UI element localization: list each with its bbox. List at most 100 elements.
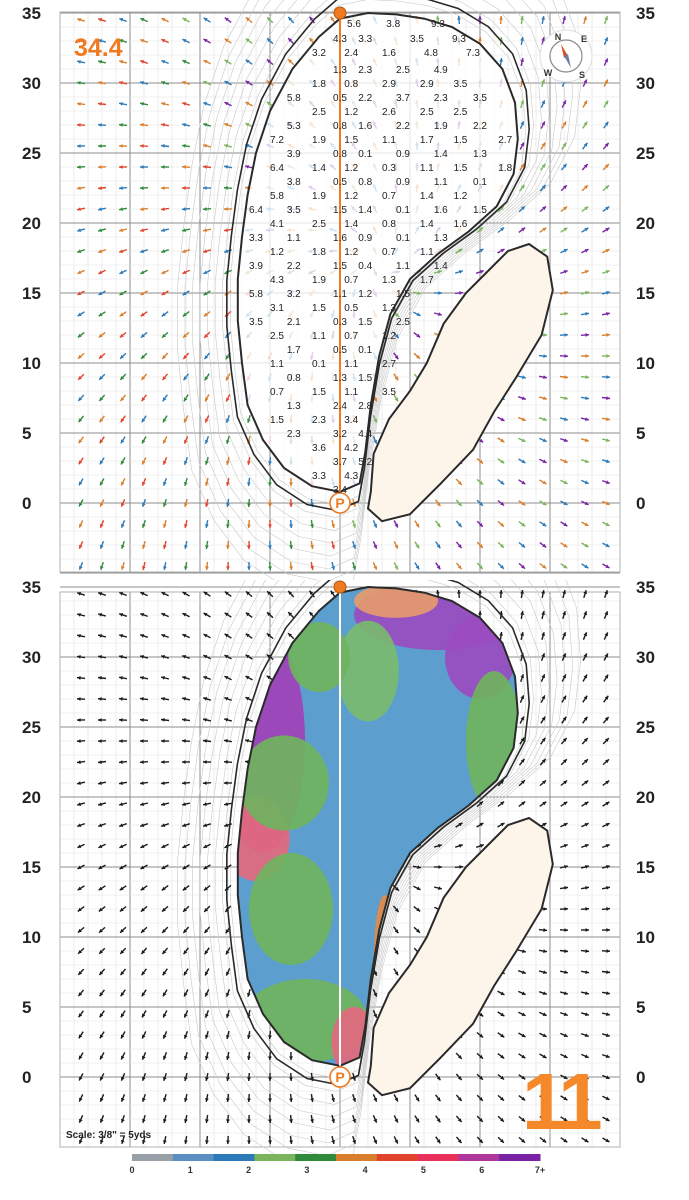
slope-arrowhead (77, 102, 81, 106)
slope-value-label: 2.5 (312, 219, 326, 230)
slope-arrowhead (542, 801, 547, 806)
slope-arrowhead (331, 1119, 335, 1123)
slope-arrowhead (605, 227, 610, 232)
slope-arrowhead (563, 1117, 568, 1122)
slope-arrowhead (606, 1012, 610, 1016)
slope-arrowhead (224, 718, 229, 722)
slope-arrowhead (521, 991, 526, 995)
slope-arrowhead (606, 949, 610, 953)
slope-arrowhead (119, 165, 123, 169)
slope-arrowhead (121, 460, 125, 465)
slope-arrowhead (182, 592, 187, 596)
slope-value-label: 7.2 (270, 135, 284, 146)
slope-arrowhead (457, 1097, 462, 1101)
slope-arrowhead (245, 697, 250, 701)
slope-arrowhead (521, 1138, 525, 1143)
slope-arrowhead (584, 1012, 589, 1016)
slope-legend-svg: 0 1 2 3 4 5 6 7+ (129, 1154, 545, 1175)
slope-arrowhead (394, 1097, 398, 1102)
slope-arrowhead (521, 1096, 526, 1101)
slope-arrowhead (161, 60, 166, 64)
compass-letter: N (555, 32, 562, 42)
slope-arrowhead (203, 844, 208, 848)
slope-arrowhead (77, 823, 82, 827)
slope-arrowhead (605, 459, 610, 463)
slope-arrowhead (98, 228, 102, 232)
slope-arrowhead (140, 739, 144, 743)
slope-arrowhead (98, 291, 103, 295)
slope-arrowhead (203, 886, 208, 891)
slope-value-label: 1.1 (344, 387, 358, 398)
slope-arrowhead (226, 418, 230, 423)
slope-arrowhead (140, 333, 145, 338)
slope-arrowhead (352, 1097, 356, 1102)
slope-arrowhead (499, 58, 503, 62)
slope-arrowhead (182, 228, 186, 232)
slope-value-label: 1.9 (312, 135, 326, 146)
slope-arrowhead (98, 718, 102, 722)
slope-arrowhead (205, 1119, 209, 1123)
slope-arrowhead (394, 565, 398, 570)
slope-arrowhead (500, 1012, 505, 1017)
slope-arrowhead (120, 1013, 125, 1018)
slope-arrowhead (563, 1138, 568, 1143)
slope-heatmap-svg: P 35 35 30 30 25 25 20 20 15 15 10 10 5 5 0 0 (0, 580, 689, 1155)
slope-value-label: 1.5 (312, 387, 326, 398)
slope-arrowhead (161, 886, 166, 891)
slope-arrowhead (415, 1097, 420, 1102)
slope-arrowhead (479, 270, 484, 274)
slope-arrowhead (184, 418, 188, 423)
slope-arrowhead (543, 333, 547, 337)
slope-arrowhead (182, 781, 186, 785)
slope-arrowhead (500, 480, 505, 485)
slope-value-label: 1.2 (358, 289, 372, 300)
slope-arrowhead (457, 502, 462, 506)
slope-arrowhead (267, 17, 271, 21)
slope-arrowhead (98, 613, 103, 617)
slope-value-label: 0.1 (473, 177, 487, 188)
y-axis-label-right: 20 (636, 788, 655, 807)
slope-arrowhead (162, 355, 166, 359)
slope-arrowhead (500, 1075, 505, 1080)
slope-arrowhead (224, 760, 228, 764)
slope-arrowhead (140, 270, 145, 274)
slope-arrowhead (520, 100, 524, 105)
slope-arrowhead (184, 566, 188, 570)
slope-arrowhead (564, 886, 568, 890)
slope-arrowhead (224, 823, 229, 827)
slope-value-label: 1.9 (312, 275, 326, 286)
slope-arrowhead (226, 1098, 230, 1102)
y-axis-label-left: 10 (22, 354, 41, 373)
slope-value-label: 2.2 (396, 121, 410, 132)
slope-arrowhead (182, 655, 187, 659)
slope-arrowhead (184, 992, 188, 997)
slope-arrowhead (436, 523, 441, 528)
slope-value-label: 1.5 (333, 205, 347, 216)
slope-value-label: 2.2 (287, 261, 301, 272)
slope-arrowhead (163, 566, 167, 570)
slope-arrowhead (205, 503, 209, 507)
slope-arrowhead (247, 461, 251, 465)
slope-arrowhead (161, 123, 165, 127)
slope-arrowhead (119, 144, 123, 148)
slope-value-label: 3.5 (410, 34, 424, 45)
slope-arrowhead (142, 481, 146, 486)
slope-arrowhead (98, 865, 103, 869)
slope-arrowhead (436, 502, 441, 507)
slope-value-label: 0.5 (333, 93, 347, 104)
green-outline (236, 585, 519, 1067)
slope-arrowhead (184, 460, 188, 465)
slope-value-label: 1.3 (333, 373, 347, 384)
slope-arrowhead (182, 207, 186, 211)
slope-arrowhead (203, 207, 207, 211)
slope-arrowhead (478, 565, 483, 569)
slope-value-label: 0.7 (270, 387, 284, 398)
slope-arrowhead (436, 1118, 441, 1123)
slope-arrowhead (584, 459, 589, 463)
putting-position-icon (329, 1066, 351, 1088)
slope-arrowhead (289, 503, 293, 507)
slope-arrowhead (605, 844, 610, 848)
slope-arrowhead (584, 270, 589, 274)
slope-arrowhead (604, 79, 608, 84)
slope-arrowhead (479, 844, 484, 848)
